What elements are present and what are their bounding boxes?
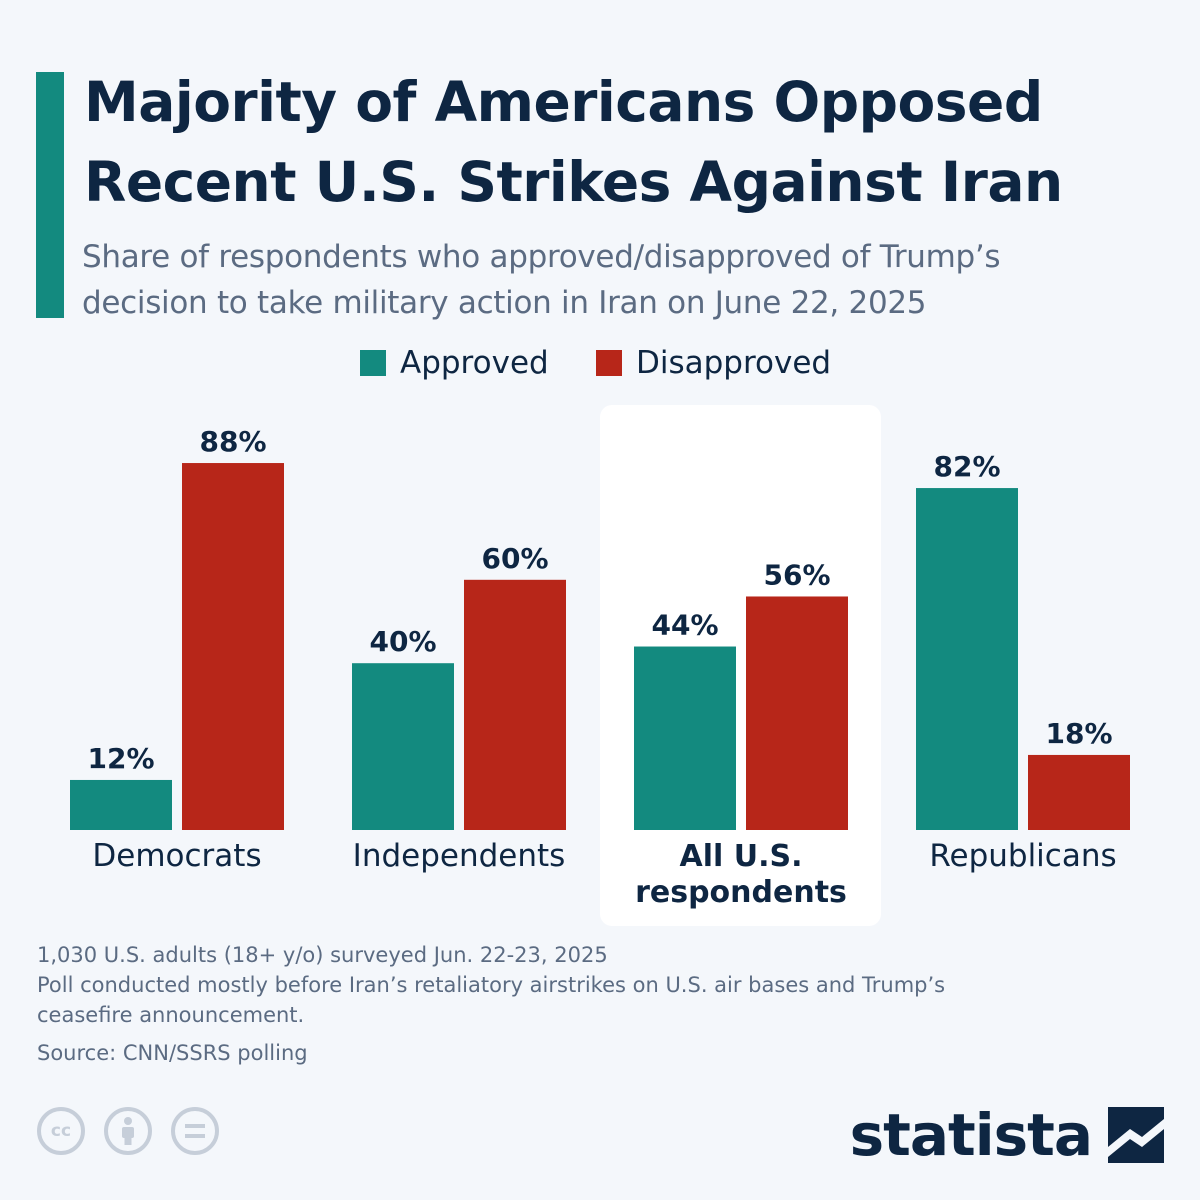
no-derivatives-icon[interactable] xyxy=(171,1107,219,1155)
statista-logo[interactable]: statista xyxy=(850,1100,1164,1170)
bar-all-u-s-respondents-approved xyxy=(634,646,736,830)
bar-independents-approved xyxy=(352,663,454,830)
title-accent-bar xyxy=(36,72,64,318)
subtitle-line-1: Share of respondents who approved/disapp… xyxy=(82,239,1001,275)
footnotes: 1,030 U.S. adults (18+ y/o) surveyed Jun… xyxy=(37,940,1157,1068)
cc-icon[interactable]: cc xyxy=(37,1107,85,1155)
bar-republicans-approved xyxy=(916,488,1018,830)
legend-label-approved: Approved xyxy=(400,345,549,381)
legend-item-disapproved: Disapproved xyxy=(596,345,831,381)
data-label-republicans-approved: 82% xyxy=(933,450,1000,483)
bar-democrats-approved xyxy=(70,779,172,830)
brand-name: statista xyxy=(849,1101,1093,1169)
license-icons: cc xyxy=(37,1107,219,1155)
chart-legend: Approved Disapproved xyxy=(0,345,1200,389)
subtitle-line-2: decision to take military action in Iran… xyxy=(82,285,927,321)
bar-independents-disapproved xyxy=(464,579,566,830)
category-label-republicans: Republicans xyxy=(929,838,1116,874)
data-label-independents-disapproved: 60% xyxy=(481,542,548,575)
title-line-2: Recent U.S. Strikes Against Iran xyxy=(84,150,1063,214)
bar-all-u-s-respondents-disapproved xyxy=(746,596,848,830)
category-label-all-u-s-respondents-line-2: respondents xyxy=(635,875,847,910)
legend-swatch-disapproved xyxy=(596,350,622,376)
legend-label-disapproved: Disapproved xyxy=(636,345,832,381)
legend-item-approved: Approved xyxy=(360,345,549,381)
bar-democrats-disapproved xyxy=(182,463,284,830)
chart-subtitle: Share of respondents who approved/disapp… xyxy=(82,234,1182,326)
category-label-democrats: Democrats xyxy=(92,838,261,874)
data-label-republicans-disapproved: 18% xyxy=(1045,717,1112,750)
data-label-all-u-s-respondents-disapproved: 56% xyxy=(763,558,830,591)
bar-republicans-disapproved xyxy=(1028,754,1130,830)
legend-swatch-approved xyxy=(360,350,386,376)
category-label-independents: Independents xyxy=(353,838,566,874)
source-note: Source: CNN/SSRS polling xyxy=(37,1041,308,1065)
footnote-survey: 1,030 U.S. adults (18+ y/o) surveyed Jun… xyxy=(37,943,608,967)
category-label-all-u-s-respondents-line-1: All U.S. xyxy=(680,839,803,874)
bar-chart: 12% 88% Democrats 40% 60% Independents 44% 56% A… xyxy=(70,405,1130,926)
data-label-all-u-s-respondents-approved: 44% xyxy=(651,609,718,642)
data-label-democrats-approved: 12% xyxy=(87,742,154,775)
data-label-democrats-disapproved: 88% xyxy=(199,425,266,458)
person-glyph xyxy=(122,1117,134,1145)
data-label-independents-approved: 40% xyxy=(369,625,436,658)
footnote-timing-2: ceasefire announcement. xyxy=(37,1003,305,1027)
footnote-timing-1: Poll conducted mostly before Iran’s reta… xyxy=(37,973,946,997)
attribution-icon[interactable] xyxy=(104,1107,152,1155)
statista-mark-icon xyxy=(1108,1107,1164,1163)
equals-glyph xyxy=(185,1124,205,1138)
title-line-1: Majority of Americans Opposed xyxy=(84,70,1043,134)
chart-title: Majority of Americans Opposed Recent U.S… xyxy=(84,62,1184,222)
